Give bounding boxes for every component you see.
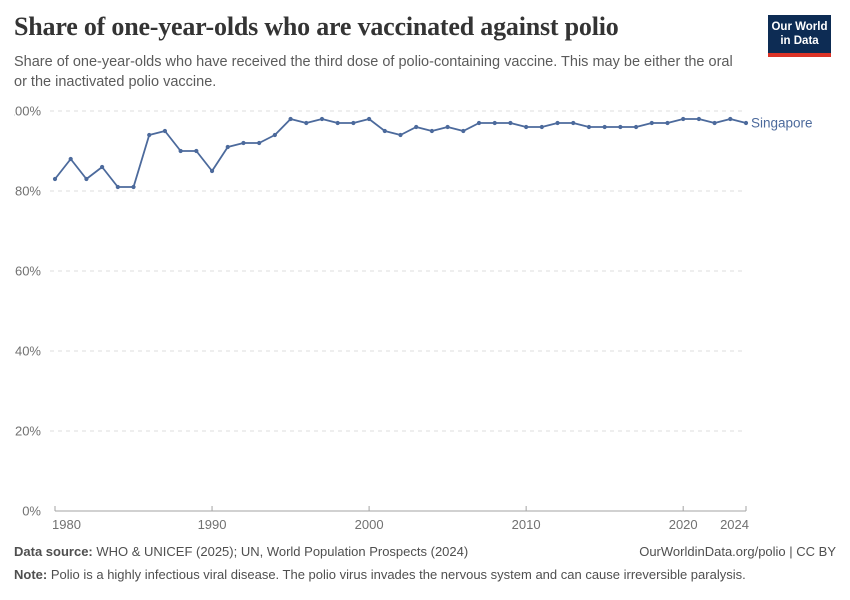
data-point-1987[interactable] — [162, 128, 168, 134]
y-tick-label-20: 20% — [15, 424, 41, 439]
data-point-2005[interactable] — [445, 124, 450, 130]
data-point-2017[interactable] — [633, 124, 639, 130]
data-point-1995[interactable] — [288, 116, 293, 122]
data-source-label: Data source: — [14, 544, 93, 559]
x-tick-label-2024: 2024 — [720, 517, 749, 532]
data-point-1990[interactable] — [209, 168, 215, 174]
data-point-2009[interactable] — [508, 120, 513, 126]
entity-label: Singapore — [751, 116, 813, 131]
data-point-2002[interactable] — [398, 132, 403, 138]
x-tick-label-1990: 1990 — [198, 517, 227, 532]
y-tick-label-0: 0% — [22, 504, 41, 519]
data-point-1998[interactable] — [335, 120, 340, 126]
x-tick-label-2000: 2000 — [355, 517, 384, 532]
line-chart-svg: 0% 20% 40% 60% 80% 100% 1980 1990 2000 2010 2020 20… — [8, 104, 813, 533]
data-point-2014[interactable] — [586, 124, 592, 130]
data-point-1983[interactable] — [100, 164, 105, 170]
data-point-1999[interactable] — [351, 120, 356, 126]
data-point-1994[interactable] — [272, 132, 277, 138]
data-point-2019[interactable] — [665, 120, 670, 126]
data-point-2004[interactable] — [429, 128, 435, 134]
note-text: Note: Polio is a highly infectious viral… — [14, 567, 746, 583]
data-point-2007[interactable] — [476, 120, 482, 126]
owid-logo[interactable]: Our World in Data — [768, 15, 831, 57]
data-point-2013[interactable] — [571, 120, 576, 126]
data-point-2024[interactable] — [743, 120, 749, 126]
chart-title: Share of one-year-olds who are vaccinate… — [14, 12, 619, 41]
data-point-2018[interactable] — [649, 120, 654, 126]
data-point-2020[interactable] — [681, 116, 686, 122]
data-point-2021[interactable] — [696, 116, 701, 122]
data-point-1988[interactable] — [178, 148, 183, 154]
line-chart-canvas[interactable]: 0% 20% 40% 60% 80% 100% 1980 1990 2000 2010 2020 20… — [8, 88, 836, 548]
data-point-1986[interactable] — [147, 132, 152, 138]
data-point-1980[interactable] — [52, 176, 58, 182]
data-point-1989[interactable] — [194, 148, 199, 154]
note-label: Note: — [14, 567, 48, 583]
y-tick-label-100: 100% — [14, 104, 41, 119]
data-source-text: Data source: WHO & UNICEF (2025); UN, Wo… — [14, 544, 469, 559]
owid-logo-line2: in Data — [780, 35, 819, 48]
data-point-1984[interactable] — [115, 184, 120, 190]
data-point-2016[interactable] — [618, 124, 623, 130]
data-point-2003[interactable] — [414, 124, 419, 130]
owid-logo-line1: Our World — [771, 21, 828, 33]
y-tick-label-80: 80% — [15, 184, 41, 199]
y-tick-label-40: 40% — [15, 344, 41, 359]
data-point-1996[interactable] — [304, 120, 309, 126]
data-point-1991[interactable] — [225, 144, 230, 150]
data-point-2008[interactable] — [492, 120, 497, 126]
data-point-1997[interactable] — [319, 116, 325, 122]
chart-footer: Data source: WHO & UNICEF (2025); UN, Wo… — [14, 543, 836, 584]
x-tick-label-2020: 2020 — [669, 517, 698, 532]
data-point-1981[interactable] — [68, 156, 73, 162]
attribution-text: OurWorldinData.org/polio | CC BY — [639, 544, 836, 559]
data-point-2006[interactable] — [461, 128, 466, 134]
data-point-2000[interactable] — [366, 116, 372, 122]
data-point-2011[interactable] — [539, 124, 544, 130]
x-tick-label-2010: 2010 — [512, 517, 541, 532]
chart-subtitle: Share of one-year-olds who have received… — [14, 54, 733, 90]
data-point-2001[interactable] — [382, 128, 387, 134]
data-point-2023[interactable] — [728, 116, 733, 122]
data-point-1985[interactable] — [131, 184, 136, 190]
data-point-2010[interactable] — [524, 124, 529, 130]
data-point-1992[interactable] — [241, 140, 246, 146]
data-point-2015[interactable] — [602, 124, 607, 130]
data-point-1982[interactable] — [84, 176, 89, 182]
x-tick-label-1980: 1980 — [52, 517, 81, 532]
series-line-singapore[interactable] — [54, 118, 747, 188]
data-point-1993[interactable] — [257, 140, 262, 146]
data-point-2012[interactable] — [555, 120, 560, 126]
data-point-2022[interactable] — [712, 120, 717, 126]
y-tick-label-60: 60% — [15, 264, 41, 279]
